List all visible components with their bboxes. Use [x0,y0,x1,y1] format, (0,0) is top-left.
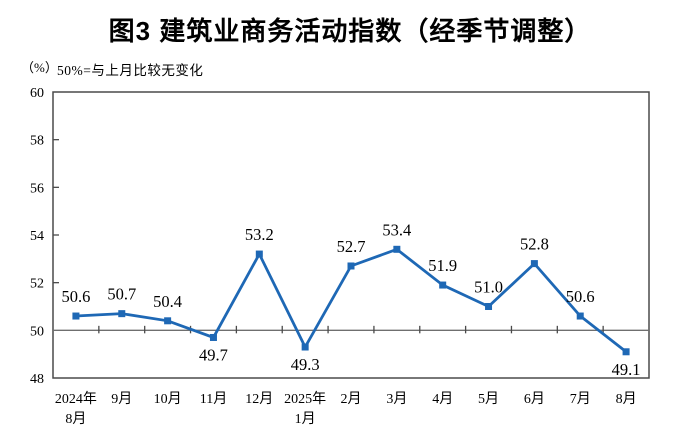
y-axis-label: 58 [30,134,44,149]
x-axis-label: 12月 [245,391,273,407]
chart-title: 图3 建筑业商务活动指数（经季节调整） [108,16,592,46]
x-axis-label: 1月 [295,411,316,427]
data-point-marker [530,260,538,268]
x-axis-label: 2024年 [55,391,97,407]
data-point-marker [439,281,447,289]
data-point-label: 50.4 [153,292,182,311]
x-axis-label: 11月 [200,391,227,407]
data-point-label: 50.6 [61,287,90,306]
x-axis-label: 8月 [65,411,86,427]
y-axis-label: 56 [30,181,44,196]
data-point-marker [118,310,126,318]
data-point-label: 53.2 [245,225,274,244]
data-point-label: 50.7 [107,285,136,304]
data-point-marker [576,312,584,320]
data-point-marker [164,317,172,325]
data-point-marker [255,250,263,258]
y-axis-label: 48 [30,372,44,387]
data-point-label: 53.4 [382,220,411,239]
y-axis-label: 52 [30,277,44,292]
y-axis-label: 60 [30,86,44,101]
data-point-marker [209,333,217,341]
data-point-marker [347,262,355,270]
data-point-marker [72,312,80,320]
data-point-label: 49.3 [291,355,320,374]
x-axis-label: 9月 [111,391,132,407]
x-axis-label: 8月 [616,391,637,407]
data-point-label: 52.8 [520,235,549,254]
x-axis-label: 6月 [524,391,545,407]
data-point-marker [622,348,630,356]
data-point-label: 51.0 [474,278,503,297]
data-point-label: 50.6 [566,287,595,306]
x-axis-label: 4月 [432,391,453,407]
y-axis-unit-label: （%） [21,60,58,75]
data-point-label: 51.9 [428,256,457,275]
y-axis-label: 50 [30,324,44,339]
plot-border [52,91,650,379]
x-axis-label: 3月 [386,391,407,407]
data-point-marker [485,303,493,310]
y-axis-label: 54 [30,229,44,244]
x-axis-label: 10月 [154,391,182,407]
data-point-label: 49.7 [199,345,228,364]
data-point-label: 52.7 [337,237,366,256]
reference-line-note: 50%=与上月比较无变化 [57,63,204,78]
data-point-marker [301,343,309,351]
x-axis-label: 2025年 [284,391,326,407]
x-axis-label: 2月 [341,391,362,407]
x-axis-label: 5月 [478,391,499,407]
data-point-marker [393,245,401,253]
data-point-label: 49.1 [612,360,641,379]
x-axis-label: 7月 [570,391,591,407]
